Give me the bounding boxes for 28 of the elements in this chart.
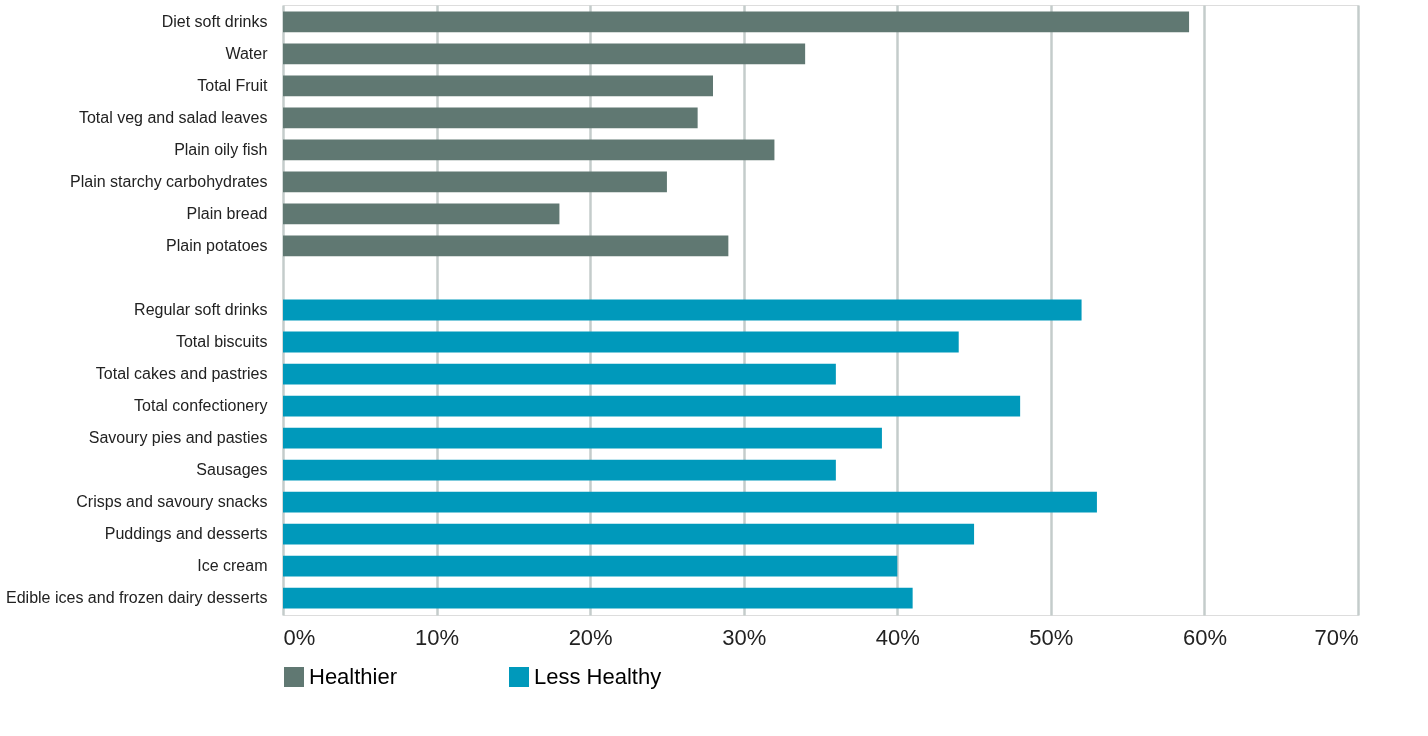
y-tick-label: Regular soft drinks [134,301,268,318]
y-tick-label: Total biscuits [175,333,268,351]
x-tick-label: 20% [568,624,613,650]
y-tick-label: Plain oily fish [174,140,268,158]
x-tick-label: 70% [1314,624,1359,650]
y-tick-label: Water [225,44,269,62]
legend-label: Less Healthy [534,664,662,689]
y-tick-label: Savoury pies and pasties [88,429,268,447]
y-tick-label: Puddings and desserts [104,525,268,543]
x-tick-label: 40% [875,624,920,650]
y-tick-label: Total cakes and pastries [95,365,268,383]
y-tick-label: Total confectionery [134,397,268,415]
x-tick-label: 50% [1029,624,1074,650]
y-tick-label: Edible ices and frozen dairy desserts [6,589,268,607]
x-tick-label: 60% [1182,624,1227,650]
y-tick-label: Diet soft drinks [161,12,268,30]
legend-label: Healthier [309,664,398,689]
y-tick-label: Total veg and salad leaves [78,108,268,126]
y-tick-label: Sausages [196,461,268,479]
y-tick-label: Plain bread [186,204,268,222]
y-tick-label: Plain potatoes [166,236,268,254]
y-tick-label: Plain starchy carbohydrates [70,172,268,190]
x-tick-label: 10% [415,624,460,650]
y-tick-label: Ice cream [197,557,268,575]
x-tick-label: 0% [283,624,316,650]
y-tick-label: Crisps and savoury snacks [76,493,268,511]
y-tick-label: Total Fruit [197,76,269,94]
x-tick-label: 30% [722,624,767,650]
